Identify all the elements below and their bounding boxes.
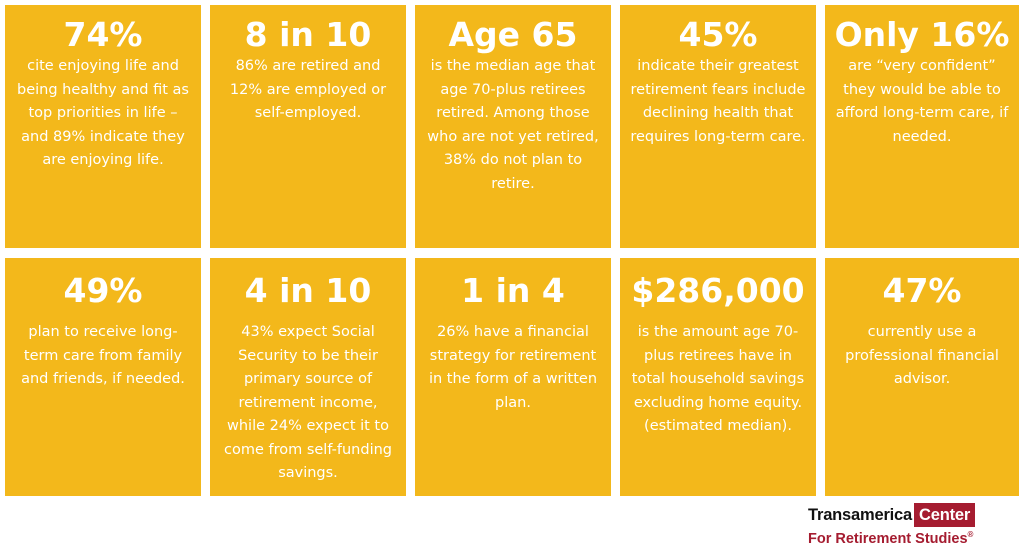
- logo-subtitle-line: For Retirement Studies®: [808, 530, 973, 547]
- stat-text: are “very confident” they would be able …: [835, 58, 1009, 145]
- stat-text: 43% expect Social Security to be their p…: [223, 324, 392, 481]
- stat-text: indicate their greatest retirement fears…: [630, 58, 806, 145]
- stat-text: plan to receive long-term care from fami…: [21, 324, 185, 387]
- stat-text: 26% have a financial strategy for retire…: [428, 324, 598, 411]
- stat-tile-9: $286,000 is the amount age 70-plus retir…: [620, 258, 816, 496]
- stat-headline: 47%: [882, 271, 962, 310]
- stat-text: is the median age that age 70-plus retir…: [427, 58, 599, 192]
- stat-headline: 8 in 10: [244, 15, 372, 54]
- stat-text: cite enjoying life and being healthy and…: [16, 58, 189, 168]
- stat-headline: $286,000: [631, 271, 805, 310]
- stat-tile-7: 4 in 10 43% expect Social Security to be…: [210, 258, 406, 496]
- stat-headline: Age 65: [448, 15, 578, 54]
- stat-headline: 74%: [63, 15, 143, 54]
- stat-tile-4: 45% indicate their greatest retirement f…: [620, 5, 816, 248]
- stat-headline: 49%: [63, 271, 143, 310]
- stat-tile-3: Age 65 is the median age that age 70-plu…: [415, 5, 611, 248]
- stat-tile-5: Only 16% are “very confident” they would…: [825, 5, 1019, 248]
- stat-headline: Only 16%: [834, 15, 1010, 54]
- stat-tile-2: 8 in 10 86% are retired and 12% are empl…: [210, 5, 406, 248]
- stat-headline: 45%: [678, 15, 758, 54]
- logo-center-badge: Center: [914, 503, 976, 527]
- stat-tile-6: 49% plan to receive long-term care from …: [5, 258, 201, 496]
- stat-tile-1: 74% cite enjoying life and being healthy…: [5, 5, 201, 248]
- stat-text: is the amount age 70-plus retirees have …: [631, 324, 805, 434]
- stat-tile-10: 47% currently use a professional financi…: [825, 258, 1019, 496]
- logo-brand: Transamerica: [808, 506, 913, 524]
- stat-tile-8: 1 in 4 26% have a financial strategy for…: [415, 258, 611, 496]
- stat-text: currently use a professional financial a…: [845, 324, 999, 387]
- stat-headline: 4 in 10: [244, 271, 372, 310]
- transamerica-center-logo: Transamerica Center For Retirement Studie…: [808, 503, 1013, 555]
- stat-headline: 1 in 4: [461, 271, 565, 310]
- registered-mark: ®: [967, 530, 974, 539]
- logo-wordmark: Transamerica Center: [808, 503, 976, 527]
- stat-text: 86% are retired and 12% are employed or …: [229, 58, 387, 121]
- logo-subtitle: For Retirement Studies: [808, 530, 968, 547]
